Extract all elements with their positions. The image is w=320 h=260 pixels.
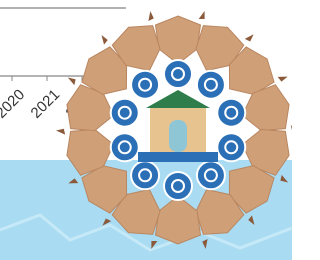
icon-circle [217,99,245,127]
icon-circle [164,60,192,88]
icon-circle [197,161,225,189]
icon-circle [197,71,225,99]
screenshot: 2020 2021 2022 [0,0,292,260]
icon-circle [111,133,139,161]
icon-circle [131,161,159,189]
door [169,120,187,152]
icon-circle [164,172,192,200]
icon-circle [131,71,159,99]
icon-circle [111,99,139,127]
pool [138,152,218,162]
icon-circle [217,133,245,161]
